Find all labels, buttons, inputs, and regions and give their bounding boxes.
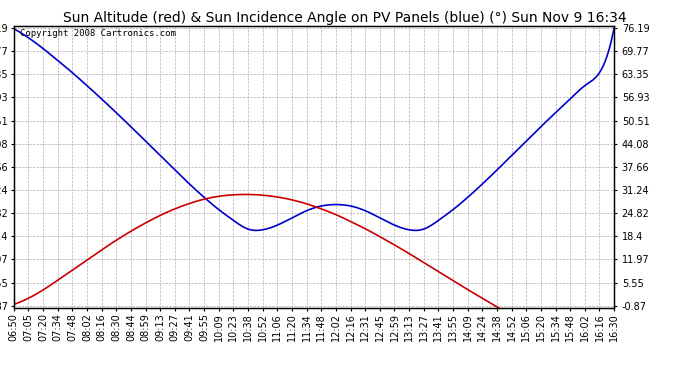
Text: Copyright 2008 Cartronics.com: Copyright 2008 Cartronics.com (20, 29, 176, 38)
Text: Sun Altitude (red) & Sun Incidence Angle on PV Panels (blue) (°) Sun Nov 9 16:34: Sun Altitude (red) & Sun Incidence Angle… (63, 11, 627, 25)
